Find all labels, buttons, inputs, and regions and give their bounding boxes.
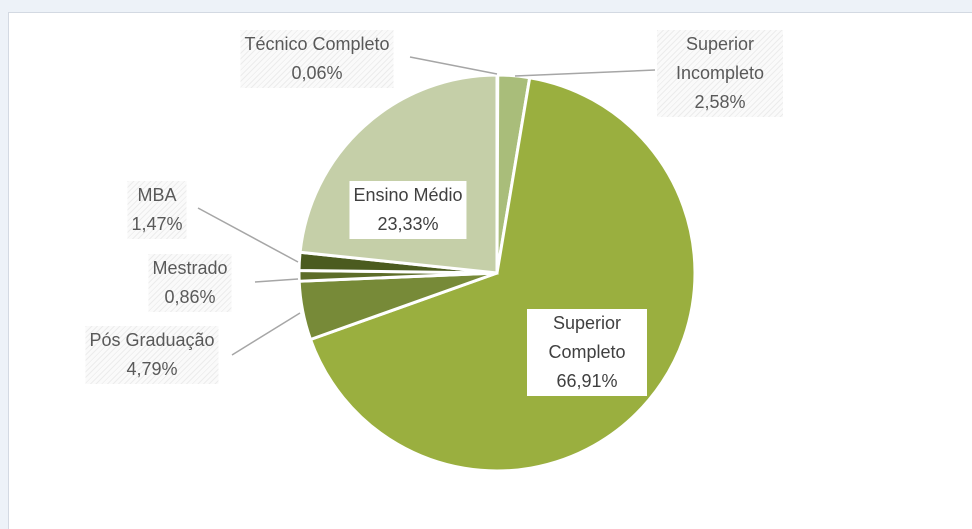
value-label: 1,47% <box>131 214 183 234</box>
data-label: Ensino Médio 23,33% <box>349 181 467 239</box>
value-label: 0,86% <box>164 287 216 307</box>
category-label: Técnico Completo <box>244 34 390 54</box>
category-label: Pós Graduação <box>89 330 215 350</box>
pie-slice <box>298 73 499 275</box>
category-label: Ensino Médio <box>353 185 463 205</box>
value-label: 66,91% <box>556 371 618 391</box>
data-label: Pós Graduação 4,79% <box>85 326 219 384</box>
category-label: Superior Incompleto <box>675 34 765 83</box>
leader-line <box>197 207 299 263</box>
value-label: 4,79% <box>126 359 178 379</box>
data-label: MBA 1,47% <box>127 181 187 239</box>
data-label: Mestrado 0,86% <box>148 254 232 312</box>
leader-line <box>409 56 498 75</box>
category-label: Mestrado <box>152 258 228 278</box>
category-label: MBA <box>137 185 177 205</box>
data-label: Superior Completo 66,91% <box>527 309 647 396</box>
value-label: 0,06% <box>291 63 343 83</box>
leader-line <box>254 278 299 283</box>
data-label: Técnico Completo 0,06% <box>240 30 394 88</box>
value-label: 23,33% <box>377 214 439 234</box>
value-label: 2,58% <box>694 92 746 112</box>
data-label: Superior Incompleto 2,58% <box>657 30 783 117</box>
leader-line <box>514 69 656 77</box>
leader-line <box>231 312 301 356</box>
category-label: Superior Completo <box>548 313 626 362</box>
